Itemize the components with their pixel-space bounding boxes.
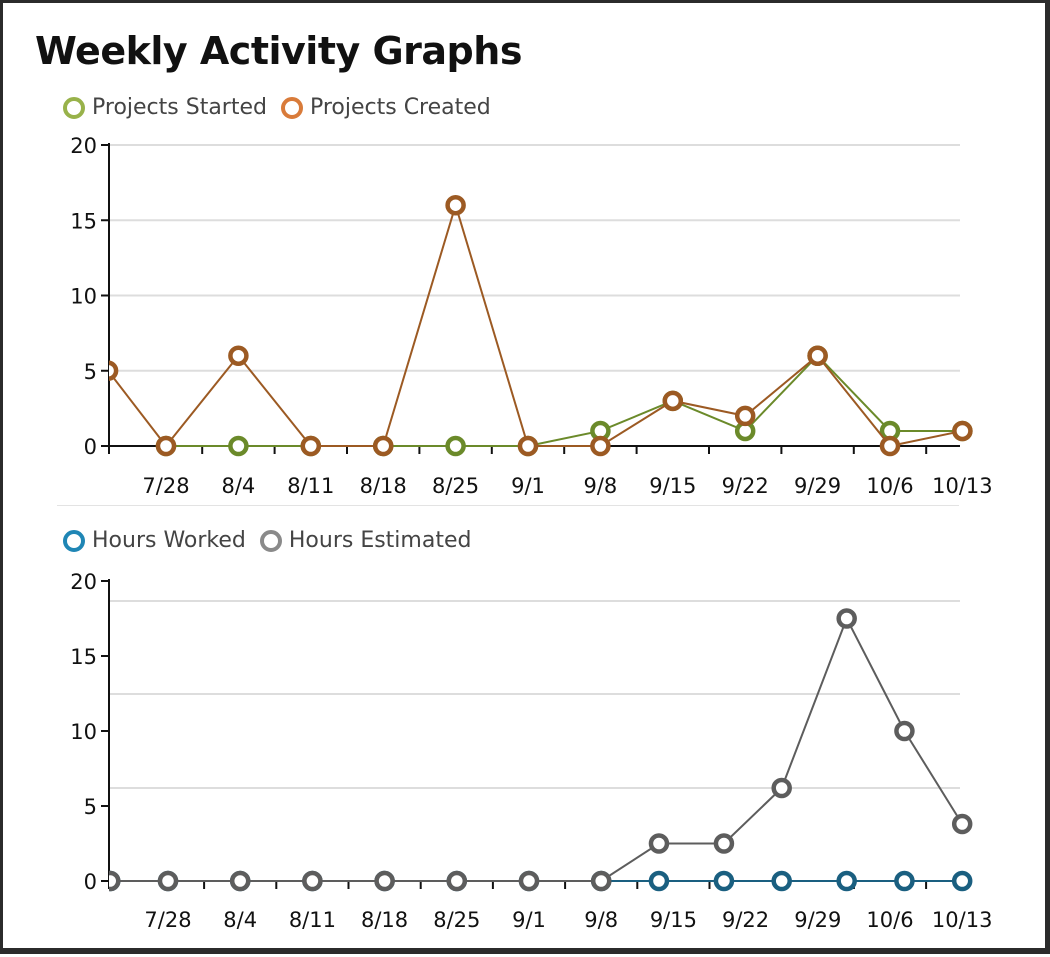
x-tick-label-9-1: 9/1 — [512, 908, 546, 932]
x-tick-label-9-1: 9/1 — [511, 474, 545, 498]
data-point-hours-worked — [771, 870, 792, 892]
y-tick-label: 5 — [84, 795, 97, 819]
data-point-hours-estimated — [374, 870, 395, 892]
x-tick-label-8-4: 8/4 — [223, 908, 257, 932]
x-tick-label-8-18: 8/18 — [360, 474, 407, 498]
y-tick-label: 15 — [70, 209, 97, 233]
x-tick-label-9-15: 9/15 — [650, 908, 697, 932]
legend-label-projects-created: Projects Created — [309, 95, 491, 120]
y-tick-label: 20 — [70, 134, 97, 158]
legend-projects: Projects Started Projects Created — [63, 95, 505, 120]
series-line-hours-estimated — [110, 616, 964, 882]
legend-hours: Hours Worked Hours Estimated — [63, 528, 485, 553]
x-tick-label-7-28: 7/28 — [142, 474, 189, 498]
legend-label-hours-worked: Hours Worked — [92, 528, 246, 553]
data-point-hours-estimated — [157, 870, 179, 892]
data-point-projects-created — [300, 435, 322, 457]
data-point-hours-estimated — [771, 777, 792, 799]
y-tick-label: 5 — [84, 360, 97, 384]
x-tick-label-9-15: 9/15 — [649, 474, 696, 498]
data-point-hours-worked — [836, 870, 857, 892]
data-point-hours-estimated — [648, 833, 670, 854]
y-tick-label: 10 — [70, 285, 97, 309]
series-line-projects-started — [166, 354, 963, 447]
data-point-hours-worked — [648, 870, 670, 892]
x-tick-label-8-4: 8/4 — [222, 474, 256, 498]
x-tick-label-8-18: 8/18 — [361, 908, 408, 932]
legend-marker-hours-estimated — [259, 529, 282, 552]
data-point-projects-started — [445, 435, 466, 457]
data-point-projects-created — [662, 390, 684, 412]
x-tick-label-8-11: 8/11 — [289, 908, 336, 932]
legend-marker-projects-created — [280, 96, 303, 119]
legend-marker-hours-worked — [63, 529, 85, 552]
data-point-projects-created — [228, 345, 249, 366]
data-point-projects-created — [952, 420, 973, 442]
data-point-projects-created — [734, 405, 756, 427]
data-point-hours-estimated — [836, 608, 857, 629]
data-point-hours-estimated — [894, 720, 915, 742]
data-point-hours-estimated — [518, 870, 540, 892]
y-tick-label: 15 — [70, 645, 97, 669]
legend-item-hours-estimated[interactable]: Hours Estimated — [259, 528, 472, 553]
y-tick-label: 10 — [70, 720, 97, 744]
legend-item-projects-created[interactable]: Projects Created — [280, 95, 491, 120]
x-tick-label-10-13: 10/13 — [932, 908, 993, 932]
x-tick-label-10-6: 10/6 — [866, 908, 913, 932]
data-point-hours-estimated — [713, 833, 735, 854]
x-tick-label-9-29: 9/29 — [794, 474, 841, 498]
x-tick-label-9-8: 9/8 — [584, 474, 618, 498]
projects-chart: 0 5 10 15 20 7/28 8/4 8/11 8/18 8/25 9/1 9/8 9/15 9/2… — [70, 134, 993, 498]
data-point-projects-created — [109, 360, 119, 381]
legend-label-projects-started: Projects Started — [92, 95, 267, 120]
legend-marker-projects-started — [63, 96, 85, 119]
legend-item-projects-started[interactable]: Projects Started — [63, 95, 267, 120]
data-point-projects-created — [807, 345, 828, 366]
data-point-hours-estimated — [951, 813, 973, 835]
data-point-projects-started — [228, 435, 249, 457]
data-point-hours-estimated — [590, 870, 612, 892]
data-point-projects-created — [590, 435, 611, 457]
x-tick-label-8-25: 8/25 — [433, 908, 480, 932]
x-tick-label-9-22: 9/22 — [722, 908, 769, 932]
series-hours-estimated — [109, 608, 973, 892]
page-title: Weekly Activity Graphs — [35, 29, 522, 73]
x-tick-label-9-29: 9/29 — [794, 908, 841, 932]
data-point-projects-created — [155, 435, 177, 457]
data-point-hours-estimated — [229, 870, 251, 892]
data-point-hours-estimated — [302, 870, 323, 892]
x-tick-label-8-11: 8/11 — [287, 474, 334, 498]
data-point-hours-estimated — [446, 870, 468, 892]
chart-divider — [57, 505, 959, 506]
y-tick-label: 20 — [70, 570, 97, 594]
data-point-hours-worked — [894, 870, 915, 892]
x-tick-label-8-25: 8/25 — [432, 474, 479, 498]
x-tick-label-9-22: 9/22 — [722, 474, 769, 498]
data-point-projects-created — [517, 435, 539, 457]
series-projects-created — [109, 194, 973, 457]
data-point-hours-estimated — [109, 870, 121, 892]
x-tick-label-9-8: 9/8 — [584, 908, 618, 932]
x-tick-label-10-6: 10/6 — [866, 474, 913, 498]
y-tick-label: 0 — [84, 870, 97, 894]
x-tick-label-10-13: 10/13 — [932, 474, 993, 498]
data-point-projects-created — [879, 435, 901, 457]
x-tick-label-7-28: 7/28 — [144, 908, 191, 932]
legend-item-hours-worked[interactable]: Hours Worked — [63, 528, 246, 553]
data-point-hours-worked — [713, 870, 735, 892]
hours-chart: 0 5 10 15 20 7/28 8/4 8/11 8/18 8/25 9/1 9/8 9/15 9/2… — [70, 570, 993, 932]
data-point-hours-worked — [951, 870, 973, 892]
y-tick-label: 0 — [84, 435, 97, 459]
data-point-projects-created — [372, 435, 394, 457]
data-point-projects-created — [445, 194, 466, 216]
legend-label-hours-estimated: Hours Estimated — [288, 528, 472, 553]
